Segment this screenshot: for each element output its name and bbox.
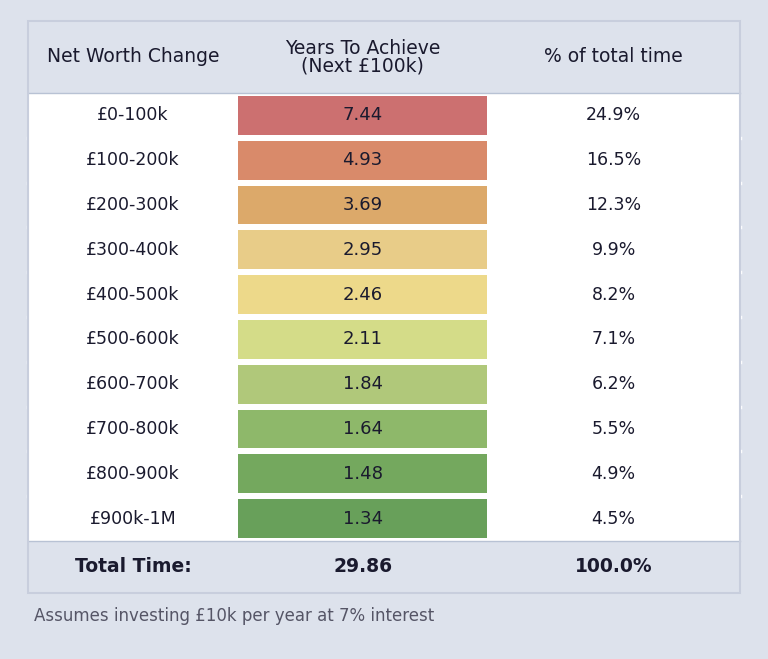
- Text: 5.5%: 5.5%: [591, 420, 636, 438]
- Text: 7.1%: 7.1%: [591, 330, 636, 349]
- Text: (Next £100k): (Next £100k): [301, 57, 424, 76]
- Text: 8.2%: 8.2%: [591, 285, 636, 304]
- Text: £800-900k: £800-900k: [86, 465, 180, 483]
- Text: £100-200k: £100-200k: [86, 151, 180, 169]
- Bar: [238, 275, 487, 314]
- Text: 1.48: 1.48: [343, 465, 382, 483]
- Text: Net Worth Change: Net Worth Change: [47, 47, 220, 67]
- Text: £500-600k: £500-600k: [86, 330, 180, 349]
- Text: £200-300k: £200-300k: [86, 196, 180, 214]
- Bar: [238, 455, 487, 493]
- Text: £700-800k: £700-800k: [86, 420, 180, 438]
- Text: £0-100k: £0-100k: [98, 106, 169, 125]
- Text: 12.3%: 12.3%: [586, 196, 641, 214]
- Text: 4.9%: 4.9%: [591, 465, 636, 483]
- Text: Years To Achieve: Years To Achieve: [285, 38, 440, 57]
- Bar: [238, 410, 487, 448]
- Bar: [238, 231, 487, 269]
- Bar: [28, 21, 740, 593]
- Bar: [28, 21, 740, 593]
- Text: 16.5%: 16.5%: [586, 151, 641, 169]
- Bar: [238, 500, 487, 538]
- Text: 2.95: 2.95: [343, 241, 382, 259]
- Bar: [238, 96, 487, 135]
- Text: 29.86: 29.86: [333, 558, 392, 577]
- Text: 3.69: 3.69: [343, 196, 382, 214]
- Bar: [238, 365, 487, 403]
- Text: 1.64: 1.64: [343, 420, 382, 438]
- Text: 24.9%: 24.9%: [586, 106, 641, 125]
- Text: Assumes investing £10k per year at 7% interest: Assumes investing £10k per year at 7% in…: [34, 607, 434, 625]
- Text: 1.84: 1.84: [343, 375, 382, 393]
- Text: 100.0%: 100.0%: [574, 558, 653, 577]
- Bar: [238, 186, 487, 225]
- Text: £600-700k: £600-700k: [86, 375, 180, 393]
- Text: 2.11: 2.11: [343, 330, 382, 349]
- Text: 9.9%: 9.9%: [591, 241, 636, 259]
- Text: 6.2%: 6.2%: [591, 375, 636, 393]
- Text: 2.46: 2.46: [343, 285, 382, 304]
- Text: Total Time:: Total Time:: [74, 558, 191, 577]
- Bar: [238, 320, 487, 358]
- Bar: [28, 93, 740, 541]
- Text: 1.34: 1.34: [343, 509, 382, 528]
- Bar: [238, 141, 487, 180]
- Text: £300-400k: £300-400k: [86, 241, 180, 259]
- Text: 7.44: 7.44: [343, 106, 382, 125]
- Text: 4.5%: 4.5%: [591, 509, 636, 528]
- Text: 4.93: 4.93: [343, 151, 382, 169]
- Text: £400-500k: £400-500k: [86, 285, 180, 304]
- Text: % of total time: % of total time: [545, 47, 683, 67]
- Text: £900k-1M: £900k-1M: [90, 509, 177, 528]
